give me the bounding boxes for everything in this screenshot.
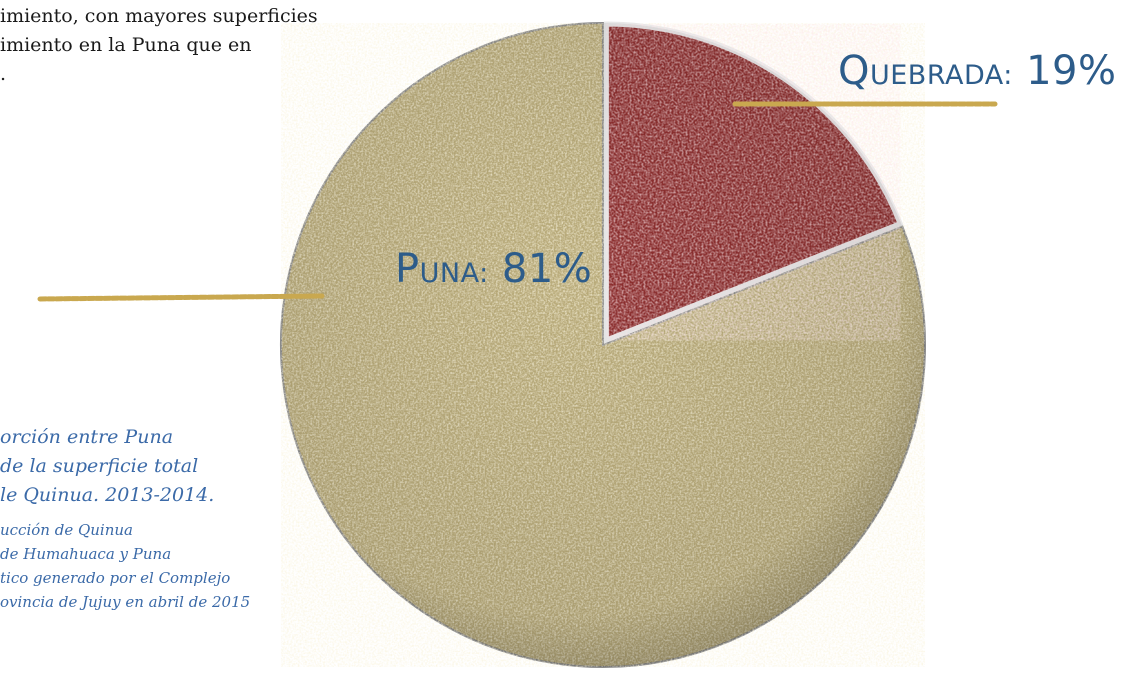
figure-caption: orción entre Puna de la superficie total… [0, 423, 300, 614]
leader-line-puna [37, 293, 325, 302]
pie-shading [281, 23, 925, 667]
caption-title: orción entre Puna de la superficie total… [0, 426, 215, 506]
caption-source: ucción de Quinua de Humahuaca y Puna tic… [0, 521, 251, 611]
label-percent: 81% [488, 246, 593, 292]
intro-paragraph: imiento, con mayores superficies imiento… [0, 5, 318, 85]
label-initial: P [395, 246, 420, 292]
label-rest: UEBRADA: [869, 60, 1013, 91]
label-percent: 19% [1012, 48, 1117, 94]
slice-label-puna: PUNA: 81% [395, 246, 592, 297]
slice-label-quebrada: QUEBRADA: 19% [838, 48, 1117, 99]
label-rest: UNA: [419, 258, 489, 289]
label-initial: Q [838, 48, 870, 94]
